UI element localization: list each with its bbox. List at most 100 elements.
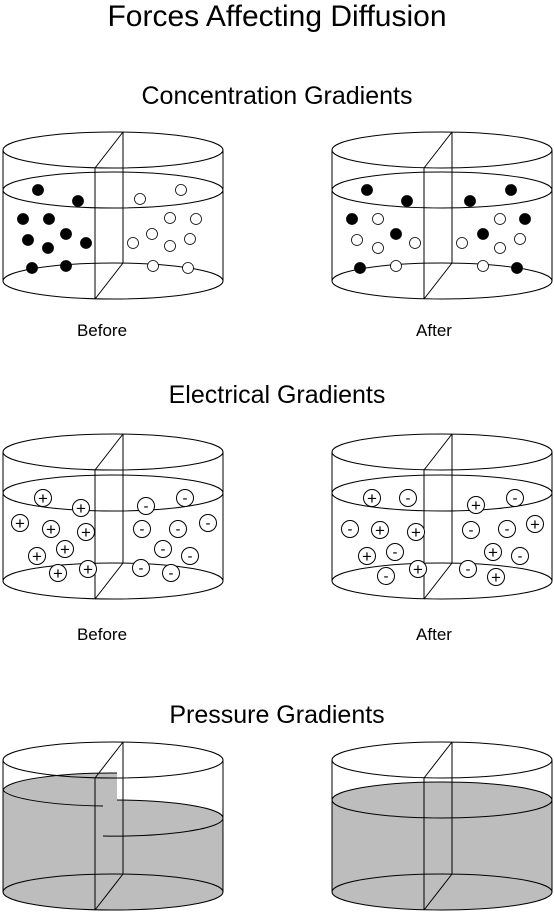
negative-ion: -: [459, 560, 477, 578]
beaker-base: [331, 873, 553, 911]
ion-icon: [49, 564, 67, 582]
plus-sign: +: [471, 496, 481, 515]
ion-icon: [169, 520, 187, 538]
ion-icon: [137, 497, 155, 515]
negative-ion: -: [133, 520, 151, 538]
solute-particle-light: [372, 242, 384, 254]
membrane-bottom-edge: [94, 562, 124, 600]
minus-sign: -: [206, 515, 211, 532]
caption-electrical-before: Before: [76, 625, 128, 644]
membrane-top-edge: [94, 741, 124, 779]
ion-icon: [407, 523, 425, 541]
solute-particle-light: [514, 233, 526, 245]
positive-ion: +: [484, 543, 502, 562]
beaker-pressure-before: [2, 741, 224, 911]
ion-icon: [133, 520, 151, 538]
ion-icon: [399, 489, 417, 507]
negative-ion: -: [399, 489, 417, 507]
ion-icon: [409, 560, 427, 578]
liquid-surface: [331, 474, 553, 512]
beaker-rim: [331, 433, 553, 471]
page-title: Forces Affecting Diffusion: [107, 0, 447, 33]
plus-sign: +: [411, 523, 421, 542]
beaker-concentration-before: [2, 131, 224, 300]
solute-particle-dark: [511, 262, 523, 274]
beaker-pressure-after: [331, 741, 553, 911]
positive-ion: +: [526, 515, 544, 534]
solute-particle-light: [182, 262, 194, 274]
solute-particle-light: [127, 237, 139, 249]
solute-particle-dark: [60, 260, 72, 272]
solute-particle-light: [146, 228, 158, 240]
liquid-front-low: [102, 817, 224, 837]
plus-sign: +: [60, 540, 70, 559]
ion-icon: [176, 489, 194, 507]
negative-ion: -: [386, 543, 404, 561]
ion-icon: [498, 520, 516, 538]
minus-sign: -: [466, 561, 471, 578]
solute-particle-light: [409, 237, 421, 249]
beaker-electrical-before: +++ + ++ ++ +- -- - -- -- -: [2, 433, 224, 600]
liquid-high-and-low: [3, 772, 224, 910]
solute-particle-light: [351, 234, 363, 246]
solute-particle-light: [164, 212, 176, 224]
solute-particle-dark: [32, 184, 44, 196]
minus-sign: -: [140, 521, 145, 538]
solute-particle-dark: [464, 195, 476, 207]
solute-particle-light: [372, 213, 384, 225]
minus-sign: -: [348, 521, 353, 538]
solute-particle-light: [184, 233, 196, 245]
positive-ion: +: [72, 499, 90, 518]
solute-particle-dark: [519, 213, 531, 225]
minus-sign: -: [406, 490, 411, 507]
membrane-bottom-edge: [423, 262, 453, 300]
ion-icon: [77, 523, 95, 541]
positive-ion: +: [371, 521, 389, 540]
positive-ion: +: [358, 547, 376, 566]
liquid-front-high: [2, 789, 104, 807]
positive-ion: +: [34, 489, 52, 508]
negative-ion: -: [341, 520, 359, 538]
ion-icon: [341, 520, 359, 538]
plus-sign: +: [362, 547, 372, 566]
solute-particle-light: [494, 213, 506, 225]
ion-icon: [526, 515, 544, 533]
beaker-electrical-after: ++ +++++++------ ---: [331, 433, 553, 600]
membrane-top-edge: [423, 741, 453, 779]
minus-sign: -: [176, 521, 181, 538]
solute-particle-dark: [26, 262, 38, 274]
solute-particle-dark: [401, 195, 413, 207]
ion-icon: [506, 489, 524, 507]
beaker-base: [331, 262, 553, 300]
section-heading-electrical: Electrical Gradients: [168, 381, 386, 409]
plus-sign: +: [15, 514, 25, 533]
beaker-rim: [2, 741, 224, 779]
beaker-base: [2, 562, 224, 600]
ion-icon: [358, 547, 376, 565]
membrane-bottom-edge: [423, 562, 453, 600]
solute-particle-light: [175, 184, 187, 196]
positive-ion: +: [42, 520, 60, 539]
liquid-surface: [2, 171, 224, 209]
minus-sign: -: [144, 498, 149, 515]
negative-ion: -: [162, 564, 180, 582]
liquid-surface-high: [2, 772, 118, 791]
negative-ion: -: [181, 547, 199, 565]
membrane-bottom-edge: [94, 262, 124, 300]
minus-sign: -: [505, 521, 510, 538]
solute-particle-dark: [17, 213, 29, 225]
plus-sign: +: [488, 543, 498, 562]
plus-sign: +: [53, 564, 63, 583]
plus-sign: +: [76, 499, 86, 518]
liquid-equalized: [332, 782, 552, 910]
plus-sign: +: [81, 523, 91, 542]
negative-ion: -: [462, 521, 480, 539]
caption-electrical-after: After: [416, 625, 452, 644]
plus-sign: +: [32, 547, 42, 566]
plus-sign: +: [46, 520, 56, 539]
liquid-surface-low: [116, 799, 224, 819]
ion-icon: [484, 543, 502, 561]
negative-ion: -: [498, 520, 516, 538]
liquid-surface: [331, 171, 553, 209]
